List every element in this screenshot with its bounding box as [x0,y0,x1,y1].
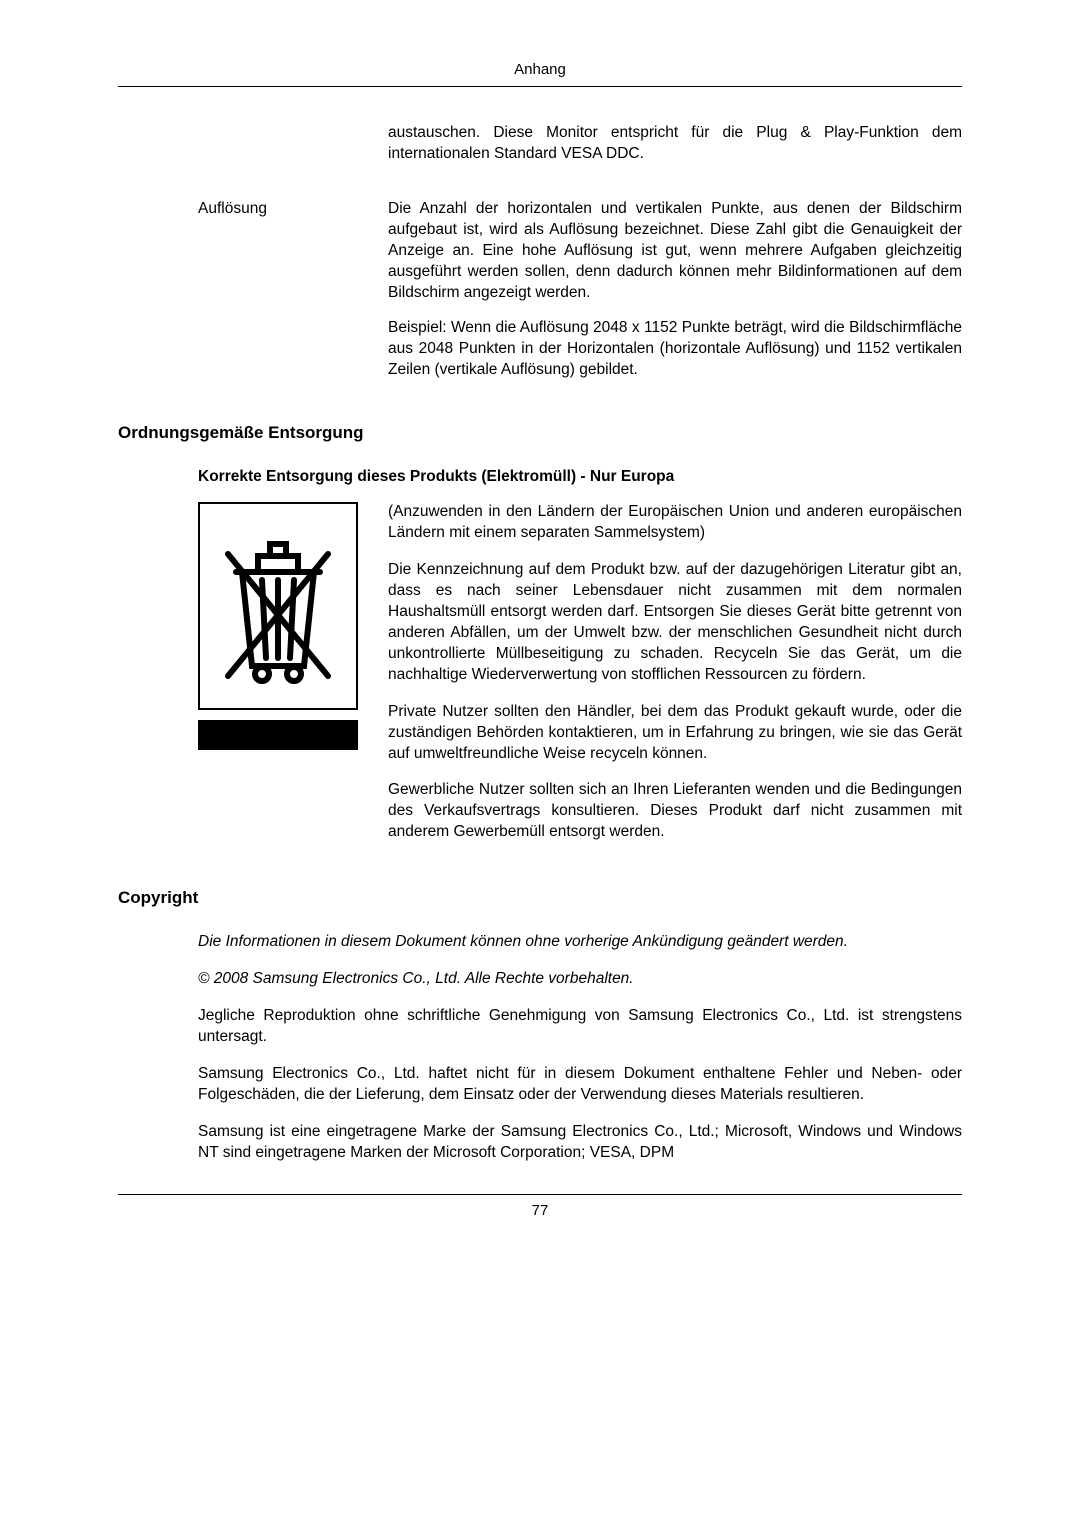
disposal-paragraph: Gewerbliche Nutzer sollten sich an Ihren… [388,780,962,843]
copyright-paragraph: © 2008 Samsung Electronics Co., Ltd. All… [198,969,962,990]
definition-row-aufloesung: Auflösung Die Anzahl der horizontalen un… [118,199,962,394]
disposal-content-row: (Anzuwenden in den Ländern der Europäisc… [198,502,962,859]
copyright-paragraph: Die Informationen in diesem Dokument kön… [198,932,962,953]
definition-body-aufloesung: Die Anzahl der horizontalen und vertikal… [388,199,962,394]
disposal-paragraph: (Anzuwenden in den Ländern der Europäisc… [388,502,962,544]
weee-black-bar [198,720,358,750]
copyright-paragraph: Samsung Electronics Co., Ltd. haftet nic… [198,1064,962,1106]
page-number: 77 [118,1195,962,1221]
disposal-icon-column [198,502,388,859]
header-rule [118,86,962,87]
definition-body-plugplay: austauschen. Diese Monitor entspricht fü… [388,123,962,179]
copyright-body: Die Informationen in diesem Dokument kön… [198,932,962,1163]
disposal-text-column: (Anzuwenden in den Ländern der Europäisc… [388,502,962,859]
section-subheading-disposal: Korrekte Entsorgung dieses Produkts (Ele… [198,467,962,488]
definition-row-continuation: austauschen. Diese Monitor entspricht fü… [118,123,962,179]
copyright-paragraph: Samsung ist eine eingetragene Marke der … [198,1122,962,1164]
disposal-paragraph: Private Nutzer sollten den Händler, bei … [388,702,962,765]
weee-symbol-box [198,502,358,710]
definition-term: Auflösung [118,199,388,394]
definition-text: Beispiel: Wenn die Auflösung 2048 x 1152… [388,318,962,381]
definition-text: Die Anzahl der horizontalen und vertikal… [388,199,962,304]
copyright-paragraph: Jegliche Reproduktion ohne schriftliche … [198,1006,962,1048]
page-header-title: Anhang [118,60,962,86]
section-heading-copyright: Copyright [118,887,962,910]
weee-bin-icon [218,526,338,686]
definition-term-empty [118,123,388,179]
definition-text: austauschen. Diese Monitor entspricht fü… [388,123,962,165]
section-heading-disposal: Ordnungsgemäße Entsorgung [118,422,962,445]
disposal-paragraph: Die Kennzeichnung auf dem Produkt bzw. a… [388,560,962,686]
